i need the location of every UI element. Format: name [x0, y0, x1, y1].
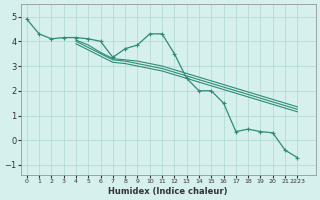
X-axis label: Humidex (Indice chaleur): Humidex (Indice chaleur)	[108, 187, 228, 196]
